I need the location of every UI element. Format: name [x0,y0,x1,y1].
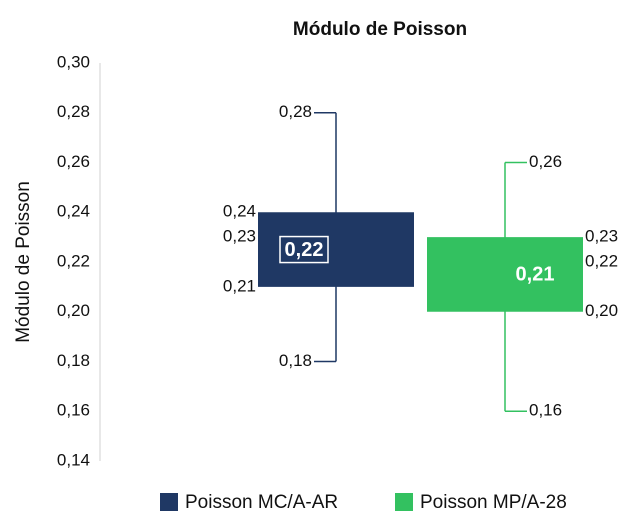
y-tick-label: 0,14 [57,450,90,469]
y-tick-label: 0,20 [57,301,90,320]
whisker-label: 0,28 [279,102,312,121]
chart-title: Módulo de Poisson [293,19,467,40]
y-tick-label: 0,30 [57,52,90,71]
legend-swatch [160,493,178,511]
y-tick-label: 0,18 [57,351,90,370]
box-label: 0,21 [223,276,256,295]
mean-label: 0,22 [285,239,324,261]
y-tick-label: 0,26 [57,152,90,171]
box [427,237,583,312]
mean-label: 0,21 [516,264,555,286]
y-tick-label: 0,22 [57,251,90,270]
box-label: 0,23 [585,227,618,246]
whisker-label: 0,16 [529,401,562,420]
whisker-label: 0,26 [529,152,562,171]
mean-frame [279,235,329,264]
y-tick-label: 0,16 [57,401,90,420]
box-label: 0,22 [585,251,618,270]
y-tick-label: 0,24 [57,202,90,221]
box-label: 0,20 [585,301,618,320]
whisker-label: 0,18 [279,351,312,370]
legend-label: Poisson MP/A-28 [420,492,567,513]
legend-label: Poisson MC/A-AR [185,492,338,513]
box-label: 0,24 [223,202,256,221]
y-tick-label: 0,28 [57,102,90,121]
legend-swatch [395,493,413,511]
box-label: 0,23 [223,227,256,246]
box [258,212,414,287]
y-axis-title: Módulo de Poisson [13,181,34,343]
